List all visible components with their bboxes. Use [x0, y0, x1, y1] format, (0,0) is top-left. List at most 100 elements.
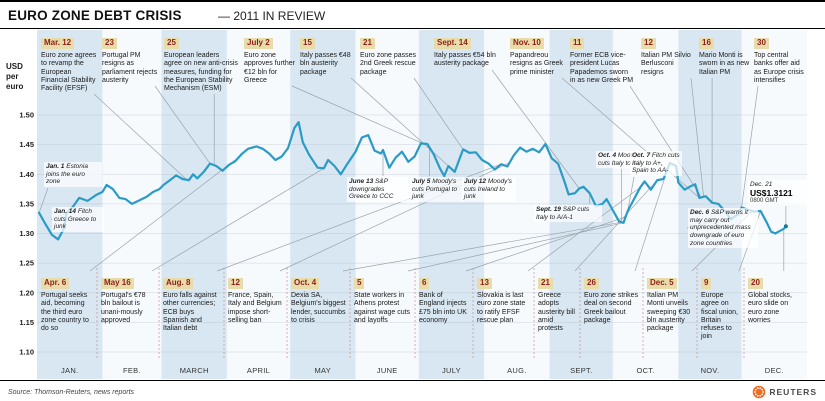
- reuters-logo: REUTERS: [752, 385, 817, 399]
- event-date-chip: 21: [360, 38, 375, 49]
- leader-line: [690, 77, 704, 197]
- event-text: Italy passes €48 bln austerity package: [300, 52, 351, 76]
- event-jul-15: 15 Italy passes €48 bln austerity packag…: [300, 32, 355, 77]
- event-date-chip: 11: [570, 38, 585, 49]
- event-date-chip: 6: [419, 278, 430, 289]
- note-text: Fitch cuts Italy to A+, Spain to AA-: [632, 152, 680, 175]
- event-text: Euro zone passes 2nd Greek rescue packag…: [360, 52, 417, 76]
- event-text: Papandreou resigns as Greek prime minist…: [510, 52, 563, 76]
- leader-line: [93, 93, 188, 181]
- note-oct-7: Oct. 7 Fitch cuts Italy to A+, Spain to …: [630, 151, 682, 176]
- month-label: OCT.: [636, 366, 654, 375]
- leader-line: [151, 167, 325, 272]
- event-text: Former ECB vice-president Lucas Papademo…: [570, 52, 634, 84]
- event-date-chip: 23: [102, 38, 117, 49]
- leader-line: [465, 216, 626, 272]
- note-text: S&P cuts Italy to A/A-1: [536, 206, 590, 221]
- month-label: JUNE: [377, 366, 398, 375]
- end-time: 0800 GMT: [750, 198, 779, 205]
- event-date-chip: May 16: [101, 278, 134, 289]
- note-date: Oct. 4: [598, 152, 617, 159]
- event-oct-13: 13 Slovakia is last euro zone state to r…: [477, 272, 532, 325]
- footer: Source: Thomson-Reuters, news reports RE…: [0, 380, 825, 401]
- event-mar-25: 25 European leaders agree on new anti-cr…: [164, 32, 238, 93]
- event-nov-16: 16 Mario Monti is sworn in as new Italia…: [699, 32, 750, 77]
- leader-line: [574, 179, 658, 272]
- note-jan-1: Jan. 1 Estonia joins the euro zone: [44, 162, 102, 187]
- end-rate-value: US$1.3121: [750, 188, 793, 198]
- note-sep-19: Sept. 19 S&P cuts Italy to A/A-1: [534, 205, 602, 223]
- leader-line: [741, 85, 759, 208]
- note-text: Moody's cuts Ireland to junk: [464, 178, 512, 201]
- event-text: Euro falls against other currencies; ECB…: [163, 292, 217, 332]
- event-mar-23: 23 Portugal PM resigns as parliament rej…: [102, 32, 159, 85]
- event-text: Euro zone strikes deal on second Greek b…: [584, 292, 639, 324]
- event-date-chip: 9: [701, 278, 712, 289]
- event-date-chip: Oct. 4: [291, 278, 320, 289]
- month-label: FEB.: [123, 366, 141, 375]
- event-text: Euro zone approves further €12 bln for G…: [244, 52, 295, 84]
- reuters-logo-text: REUTERS: [769, 387, 817, 397]
- source-credit: Source: Thomson-Reuters, news reports: [8, 388, 135, 396]
- event-sep-14: Sept. 14 Italy passes €54 bln austerity …: [434, 32, 496, 69]
- page-subtitle: — 2011 IN REVIEW: [218, 9, 326, 23]
- month-label: AUG.: [507, 366, 527, 375]
- leader-line: [291, 85, 424, 144]
- month-label: JAN.: [61, 366, 78, 375]
- event-date-chip: 16: [699, 38, 714, 49]
- note-text: S&P warns it may carry out unprecedented…: [690, 209, 751, 247]
- event-date-chip: Dec. 5: [647, 278, 677, 289]
- leader-line: [627, 176, 635, 212]
- y-tick-label: 1.40: [19, 170, 34, 179]
- event-nov-10: Nov. 10 Papandreou resigns as Greek prim…: [510, 32, 566, 77]
- month-stripe: [226, 30, 291, 379]
- event-nov-11: 11 Former ECB vice-president Lucas Papad…: [570, 32, 634, 85]
- leader-line: [407, 222, 624, 272]
- event-text: Portugal PM resigns as parliament reject…: [102, 52, 158, 84]
- event-aug-12: 12 France, Spain, Italy and Belgium impo…: [228, 272, 284, 325]
- note-date: June 13: [349, 178, 374, 185]
- event-text: Bank of England injects £75 bln into UK …: [419, 292, 467, 324]
- event-text: European leaders agree on new anti-crisi…: [164, 52, 238, 92]
- month-stripe: [161, 30, 227, 379]
- event-dec-9: 9 Europe agree on fiscal union, Britain …: [701, 272, 743, 342]
- event-text: Dexia SA, Belgium's biggest lender, succ…: [291, 292, 346, 324]
- event-date-chip: 21: [538, 278, 553, 289]
- y-tick-label: 1.20: [19, 288, 34, 297]
- y-tick-label: 1.25: [19, 259, 34, 268]
- leader-line: [561, 77, 700, 199]
- event-date-chip: 25: [164, 38, 179, 49]
- leader-line: [38, 187, 49, 213]
- title-bar: EURO ZONE DEBT CRISIS — 2011 IN REVIEW: [0, 2, 825, 29]
- event-text: Global stocks, euro slide on euro zone w…: [748, 292, 792, 324]
- event-text: Slovakia is last euro zone state to rati…: [477, 292, 526, 324]
- note-text: Moody's cuts Italy to A2: [598, 152, 642, 167]
- end-dot: [783, 224, 788, 229]
- event-date-chip: July 2: [244, 38, 273, 49]
- event-text: Mario Monti is sworn in as new Italian P…: [699, 52, 750, 76]
- event-dec-5: Dec. 5 Italian PM Monti unveils sweeping…: [647, 272, 696, 333]
- note-jan-14: Jan. 14 Fitch cuts Greece to junk: [52, 207, 104, 232]
- note-text: S&P downgrades Greece to CCC: [349, 178, 394, 201]
- event-date-chip: 26: [584, 278, 599, 289]
- month-label: DEC.: [765, 366, 784, 375]
- y-tick-label: 1.15: [19, 318, 34, 327]
- event-oct-5: 5 State workers in Athens protest agains…: [354, 272, 412, 325]
- y-tick-label: 1.10: [19, 348, 34, 357]
- reuters-logo-icon: [753, 385, 766, 399]
- month-label: JULY: [442, 366, 461, 375]
- event-text: Portugal seeks aid, becoming the third e…: [41, 292, 89, 332]
- event-oct-4: Oct. 4 Dexia SA, Belgium's biggest lende…: [291, 272, 347, 325]
- month-stripe: [484, 30, 550, 379]
- event-mar-12: Mar. 12 Euro zone agrees to revamp the E…: [41, 32, 98, 93]
- leader-line: [629, 85, 702, 198]
- event-text: Portugal's €78 bln bailout is unani-mous…: [101, 292, 146, 324]
- month-label: APRIL: [247, 366, 270, 375]
- event-date-chip: 30: [754, 38, 769, 49]
- event-oct-26: 26 Euro zone strikes deal on second Gree…: [584, 272, 639, 325]
- leader-line: [154, 85, 211, 164]
- note-dec-6: Dec. 6 S&P warns it may carry out unprec…: [688, 208, 758, 249]
- note-date: Oct. 7: [632, 152, 651, 159]
- note-date: Dec. 6: [690, 209, 710, 216]
